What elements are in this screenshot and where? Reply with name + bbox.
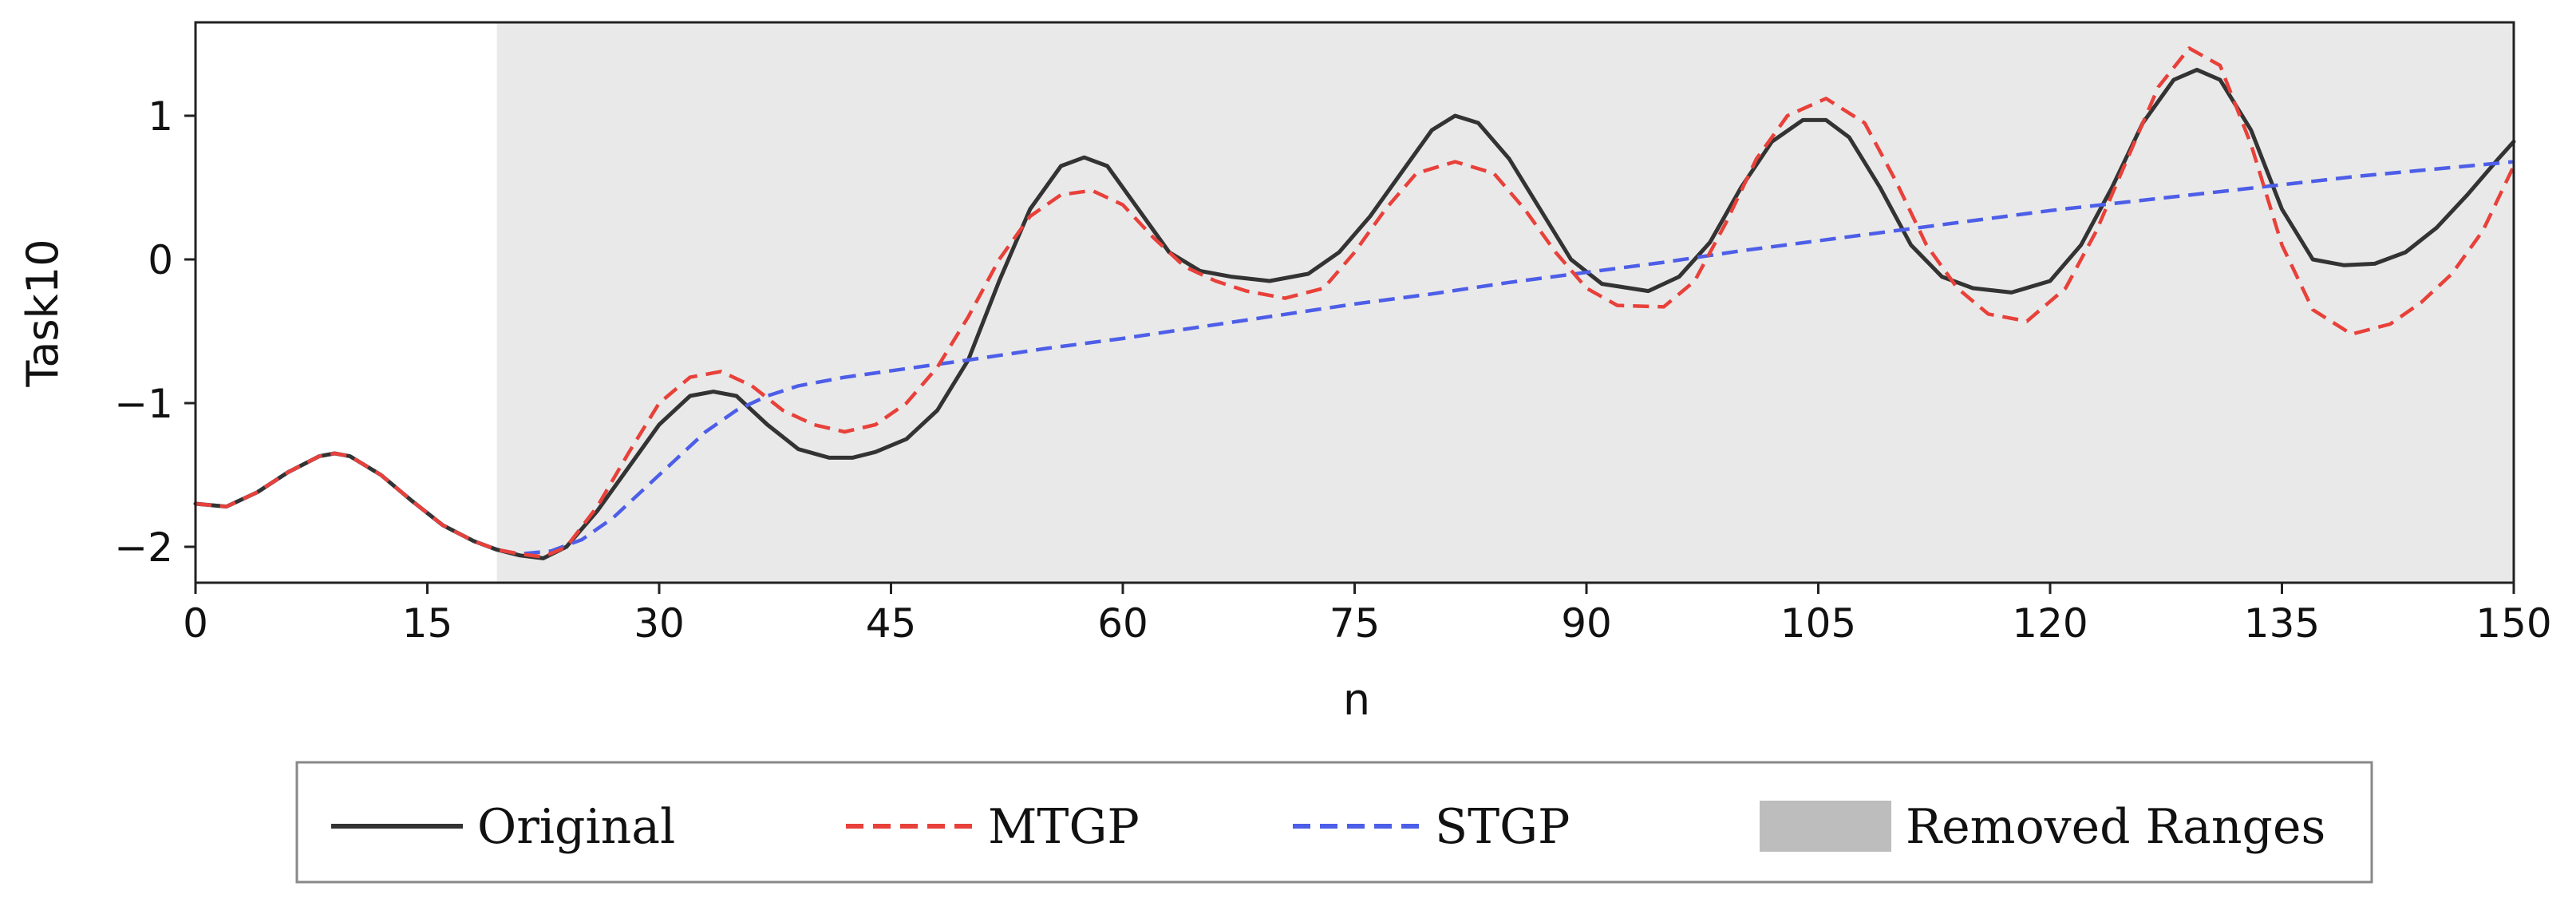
- legend-label-mtgp: MTGP: [988, 799, 1140, 855]
- x-tick-label: 120: [2012, 600, 2088, 647]
- legend-label-removed-ranges: Removed Ranges: [1906, 799, 2325, 855]
- y-tick-label: −1: [114, 381, 173, 427]
- series-line-stgp: [195, 160, 2515, 556]
- x-tick-label: 45: [866, 600, 917, 647]
- x-tick-label: 0: [183, 600, 208, 647]
- x-tick-label: 90: [1561, 600, 1612, 647]
- x-tick-label: 135: [2244, 600, 2320, 647]
- legend-label-original: Original: [477, 799, 675, 855]
- x-tick-label: 60: [1097, 600, 1148, 647]
- x-tick-label: 15: [402, 600, 453, 647]
- axis-ticks: 0 15 30 45 60 75 90 105 120 135 150 1 0 −1 −2: [114, 93, 2551, 647]
- series-layer: [193, 46, 2516, 560]
- x-tick-label: 75: [1329, 600, 1381, 647]
- legend: Original MTGP STGP Removed Ranges: [295, 761, 2373, 884]
- y-tick-label: −2: [114, 524, 173, 571]
- legend-frame: [295, 761, 2373, 884]
- y-tick-label: 1: [148, 93, 173, 140]
- y-axis-label: Task10: [18, 239, 68, 387]
- removed-range-shading: [496, 22, 2515, 583]
- x-axis-label: n: [1343, 675, 1370, 725]
- x-tick-label: 105: [1780, 600, 1856, 647]
- x-tick-label: 30: [634, 600, 685, 647]
- series-line-original: [193, 67, 2516, 560]
- plot-background: [496, 22, 2515, 583]
- legend-swatch-removed-ranges: [1760, 801, 1891, 852]
- y-tick-label: 0: [148, 237, 173, 283]
- legend-label-stgp: STGP: [1435, 799, 1570, 855]
- x-tick-label: 150: [2475, 600, 2551, 647]
- series-line-mtgp: [195, 46, 2516, 559]
